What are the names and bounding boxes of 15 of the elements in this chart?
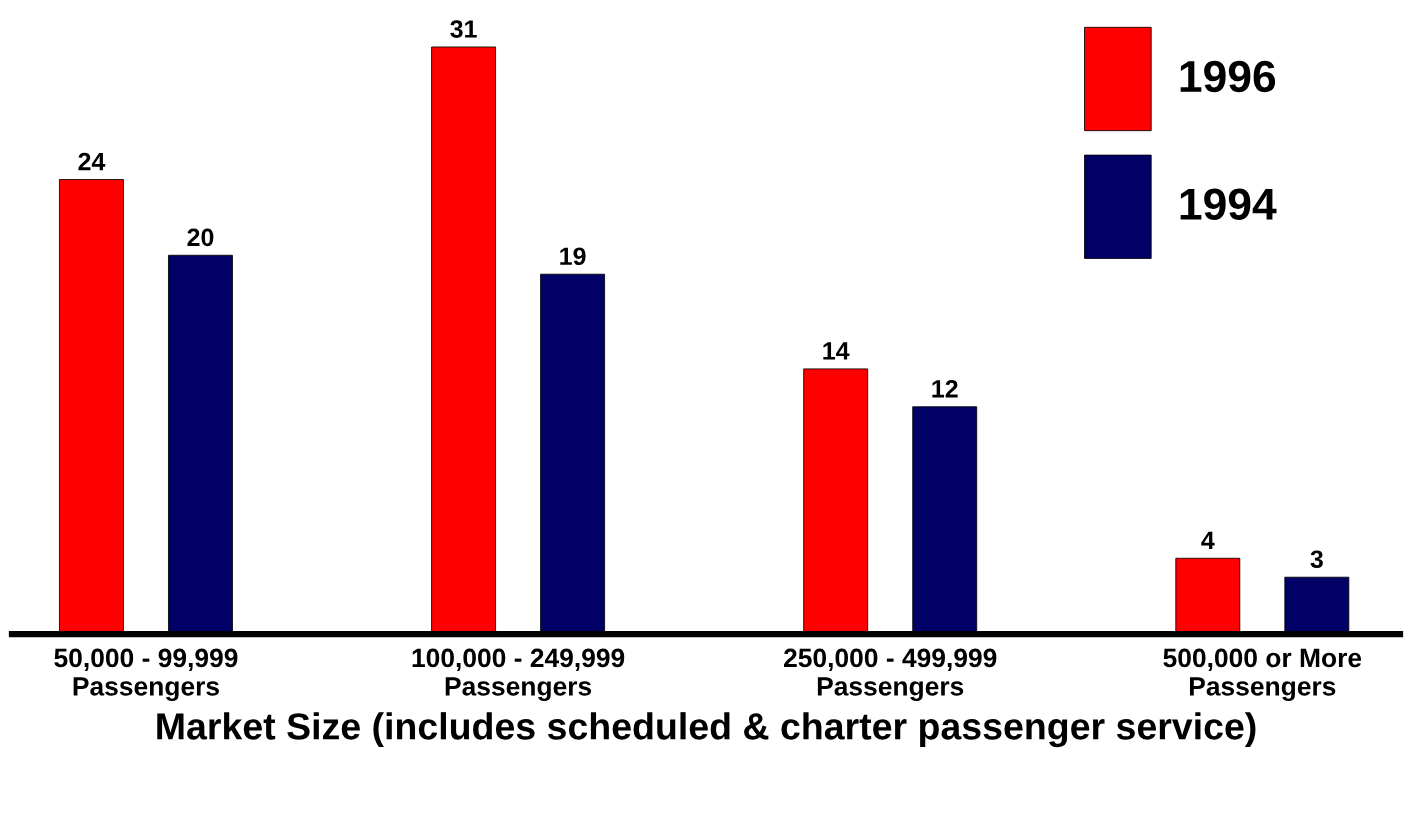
data-label: 24 <box>78 152 106 171</box>
x-tick-label: 100,000 - 249,999 Passengers <box>412 648 625 702</box>
data-label: 31 <box>450 20 477 38</box>
data-label: 4 <box>1201 531 1215 549</box>
data-label: 19 <box>560 247 586 266</box>
data-label: 14 <box>823 342 850 360</box>
x-tick-label: 50,000 - 99,999 Passengers <box>54 648 238 702</box>
x-tick-label: 250,000 - 499,999 Passengers <box>784 648 997 702</box>
legend-label: 1996 <box>1180 60 1276 93</box>
x-tick-label: 500,000 or More Passengers <box>1163 648 1362 702</box>
legend-label: 1994 <box>1180 188 1277 220</box>
data-label: 12 <box>932 379 958 398</box>
data-label: 3 <box>1310 550 1323 569</box>
data-label: 20 <box>187 228 214 247</box>
x-axis-title: Market Size (includes scheduled & charter passenger service) <box>157 712 1256 748</box>
